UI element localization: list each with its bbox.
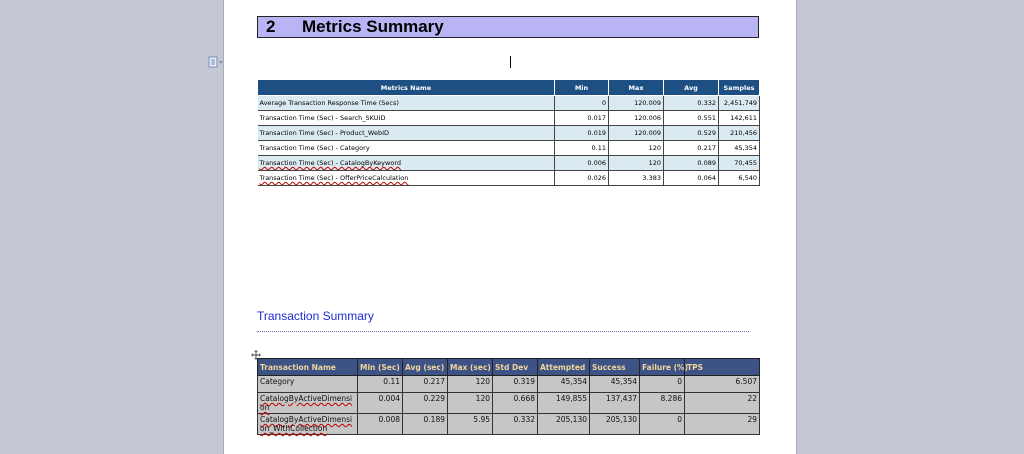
table-cell[interactable]: 205,130 (537, 413, 590, 435)
table-cell[interactable]: 0.089 (663, 155, 719, 171)
table-cell[interactable]: 45,354 (537, 375, 590, 393)
section-title: Metrics Summary (302, 17, 444, 36)
table-cell[interactable]: Category (257, 375, 358, 393)
table-cell[interactable]: Transaction Time (Sec) - Category (257, 140, 555, 156)
table-cell[interactable]: 0.529 (663, 125, 719, 141)
table-cell[interactable]: 0 (639, 375, 685, 393)
table-cell[interactable]: 0.319 (492, 375, 538, 393)
table-move-handle-icon[interactable] (251, 350, 261, 360)
table-cell[interactable]: Transaction Time (Sec) - Product_WebID (257, 125, 555, 141)
trans-header-success: Success (589, 358, 640, 376)
trans-header-avg: Avg (sec) (402, 358, 448, 376)
table-cell[interactable]: 120.006 (608, 110, 664, 126)
trans-header-failure: Failure (%) (639, 358, 688, 376)
table-row: Transaction Time (Sec) - OfferPriceCalcu… (257, 170, 760, 186)
spellcheck-text: Transaction Time (Sec) - CatalogByKeywor… (259, 159, 402, 167)
table-cell[interactable]: 120.009 (608, 95, 664, 111)
table-cell[interactable]: CatalogByActiveDimension_WithCollection (257, 413, 358, 435)
table-cell[interactable]: CatalogByActiveDimension (257, 392, 358, 414)
table-cell[interactable]: 205,130 (589, 413, 640, 435)
table-cell[interactable]: Average Transaction Response Time (Secs) (257, 95, 555, 111)
table-row: CatalogByActiveDimension_WithCollection … (257, 413, 760, 435)
table-cell[interactable]: 3.383 (608, 170, 664, 186)
table-cell[interactable]: 0.217 (402, 375, 448, 393)
trans-header-min: Min (Sec) (357, 358, 403, 376)
metrics-header-min: Min (554, 79, 609, 96)
table-cell[interactable]: 0.019 (554, 125, 609, 141)
metrics-header-samples: Samples (718, 79, 760, 96)
spellcheck-text: Transaction Time (Sec) - OfferPriceCalcu… (259, 174, 409, 182)
table-cell[interactable]: 0.217 (663, 140, 719, 156)
table-cell[interactable]: 0.017 (554, 110, 609, 126)
table-cell[interactable]: 5.95 (447, 413, 493, 435)
metrics-header-name: Metrics Name (257, 79, 555, 96)
trans-header-stddev: Std Dev (492, 358, 538, 376)
table-cell[interactable]: 137,437 (589, 392, 640, 414)
table-cell[interactable]: 0.332 (492, 413, 538, 435)
table-cell[interactable]: 0.11 (357, 375, 403, 393)
table-cell[interactable]: 6.507 (684, 375, 760, 393)
table-cell[interactable]: 8.286 (639, 392, 685, 414)
trans-header-name: Transaction Name (257, 358, 358, 376)
table-cell[interactable]: 142,611 (718, 110, 760, 126)
table-cell[interactable]: 0.332 (663, 95, 719, 111)
table-cell[interactable]: 120 (608, 155, 664, 171)
transaction-summary-table: Transaction Name Min (Sec) Avg (sec) Max… (257, 358, 760, 435)
table-cell[interactable]: 120 (447, 392, 493, 414)
trans-header-tps: TPS (684, 358, 760, 376)
table-row: Transaction Time (Sec) - Search_SKUID 0.… (257, 110, 760, 126)
table-cell[interactable]: 0.668 (492, 392, 538, 414)
table-cell[interactable]: 29 (684, 413, 760, 435)
text-cursor (510, 56, 511, 68)
table-cell[interactable]: Transaction Time (Sec) - CatalogByKeywor… (257, 155, 555, 171)
table-cell[interactable]: 0.11 (554, 140, 609, 156)
table-cell[interactable]: 120 (608, 140, 664, 156)
table-cell[interactable]: Transaction Time (Sec) - Search_SKUID (257, 110, 555, 126)
paragraph-marker-icon[interactable] (208, 56, 224, 68)
spellcheck-text: CatalogByActiveDimension (260, 394, 353, 412)
trans-header-max: Max (sec) (447, 358, 493, 376)
transaction-summary-heading: Transaction Summary (257, 309, 374, 323)
table-cell[interactable]: 6,540 (718, 170, 760, 186)
table-cell[interactable]: 70,455 (718, 155, 760, 171)
table-cell[interactable]: 2,451,749 (718, 95, 760, 111)
table-cell[interactable]: 0.229 (402, 392, 448, 414)
table-cell[interactable]: 45,354 (589, 375, 640, 393)
table-row: Transaction Time (Sec) - Category 0.11 1… (257, 140, 760, 156)
metrics-header-max: Max (608, 79, 664, 96)
table-row: CatalogByActiveDimension 0.004 0.229 120… (257, 392, 760, 414)
table-cell[interactable]: 0.006 (554, 155, 609, 171)
section-heading: 2 Metrics Summary (257, 16, 759, 38)
table-cell[interactable]: 149,855 (537, 392, 590, 414)
metrics-table: Metrics Name Min Max Avg Samples Average… (257, 79, 760, 186)
table-row: Category 0.11 0.217 120 0.319 45,354 45,… (257, 375, 760, 393)
table-cell[interactable]: 0 (639, 413, 685, 435)
table-cell[interactable]: 0.064 (663, 170, 719, 186)
table-row: Transaction Time (Sec) - Product_WebID 0… (257, 125, 760, 141)
table-cell[interactable]: 0.004 (357, 392, 403, 414)
table-cell[interactable]: 22 (684, 392, 760, 414)
spellcheck-text: CatalogByActiveDimension_WithCollection (260, 415, 353, 433)
table-cell[interactable]: Transaction Time (Sec) - OfferPriceCalcu… (257, 170, 555, 186)
table-row: Transaction Time (Sec) - CatalogByKeywor… (257, 155, 760, 171)
table-row: Average Transaction Response Time (Secs)… (257, 95, 760, 111)
table-cell[interactable]: 210,456 (718, 125, 760, 141)
table-cell[interactable]: 45,354 (718, 140, 760, 156)
table-cell[interactable]: 0.008 (357, 413, 403, 435)
table-cell[interactable]: 120 (447, 375, 493, 393)
table-cell[interactable]: 0.551 (663, 110, 719, 126)
table-cell[interactable]: 0.189 (402, 413, 448, 435)
trans-header-attempted: Attempted (537, 358, 590, 376)
dotted-divider (257, 331, 749, 332)
table-cell[interactable]: 0 (554, 95, 609, 111)
table-cell[interactable]: 120.009 (608, 125, 664, 141)
metrics-header-avg: Avg (663, 79, 719, 96)
table-cell[interactable]: 0.026 (554, 170, 609, 186)
section-number: 2 (266, 17, 276, 36)
document-page[interactable]: 2 Metrics Summary Metrics Name Min Max A… (223, 0, 797, 454)
